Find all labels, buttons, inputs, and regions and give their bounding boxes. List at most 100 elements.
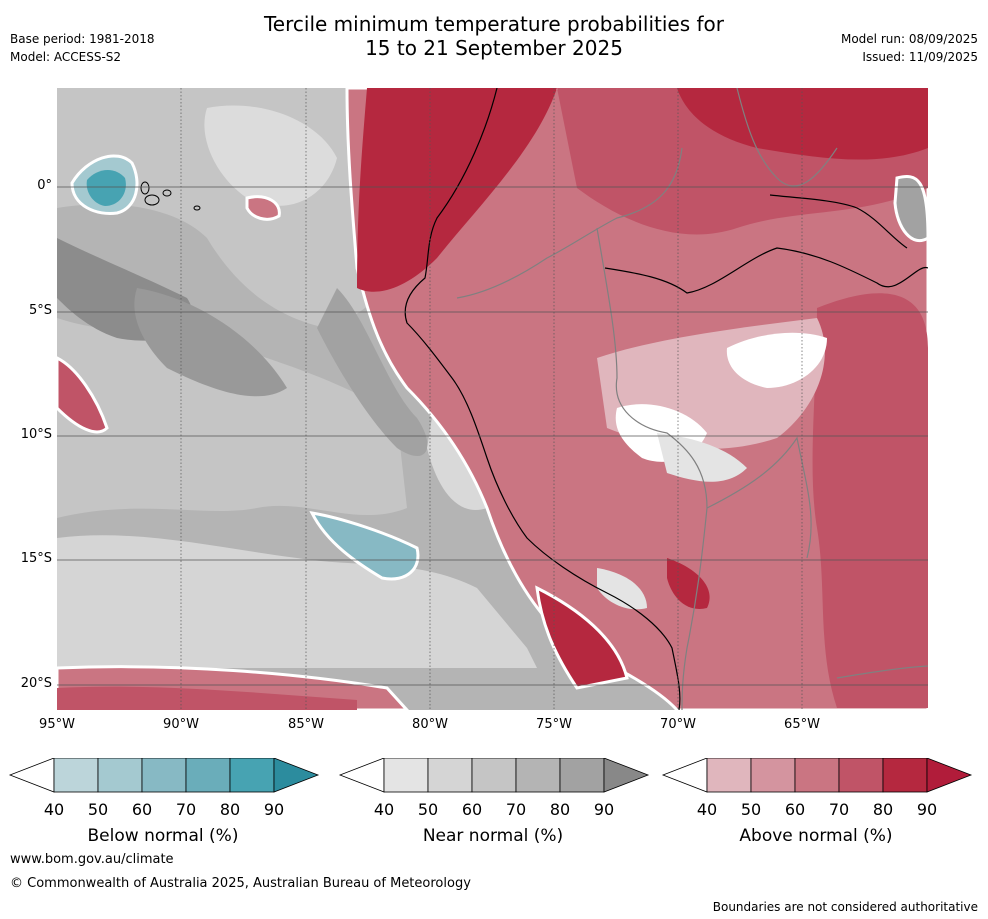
lon-label: 70°W (660, 717, 696, 732)
issued-date: Issued: 11/09/2025 (862, 50, 978, 64)
meta-right: Model run: 08/09/2025 Issued: 11/09/2025 (841, 30, 978, 66)
colorbar-max-triangle (273, 758, 320, 793)
model-name: Model: ACCESS-S2 (10, 50, 122, 64)
colorbar-min-triangle (8, 758, 55, 793)
colorbar-tick-label: 90 (263, 800, 285, 819)
latitude-gridlines (57, 186, 928, 686)
colorbar-segment (515, 758, 561, 793)
colorbar-label: Above normal (%) (739, 826, 893, 846)
above-normal-strong-region (357, 88, 557, 292)
base-period: Base period: 1981-2018 (10, 32, 155, 46)
model-run: Model run: 08/09/2025 (840, 32, 978, 46)
galapagos-islands (140, 181, 201, 211)
lon-label: 85°W (288, 717, 324, 732)
border (706, 436, 812, 559)
colorbar-tick-label: 50 (87, 800, 109, 819)
border (736, 88, 838, 187)
colorbar-tick-label: 90 (593, 800, 615, 819)
lon-label: 75°W (536, 717, 572, 732)
colorbar-segment (706, 758, 752, 793)
colorbar-label: Below normal (%) (87, 826, 239, 846)
meta-left: Base period: 1981-2018 Model: ACCESS-S2 (10, 30, 155, 66)
colorbar-tick-label: 60 (461, 800, 483, 819)
near-normal-strong-region (134, 288, 287, 397)
above-normal-strong-region (535, 585, 629, 690)
colorbar-max-triangle (926, 758, 973, 793)
near-normal-region (57, 318, 407, 518)
lon-label: 80°W (412, 717, 448, 732)
colorbar-label: Near normal (%) (422, 826, 564, 846)
lat-label: 20°S (20, 676, 52, 691)
colorbars (8, 758, 973, 793)
colorbar-below-normal (8, 758, 320, 793)
longitude-gridlines (180, 88, 803, 710)
colorbar-segment (53, 758, 99, 793)
colorbar-tick-label: 50 (417, 800, 439, 819)
probability-map (57, 88, 928, 710)
colorbar-tick-label: 60 (784, 800, 806, 819)
border (596, 227, 708, 710)
colorbar-max-triangle (603, 758, 650, 793)
lon-label: 90°W (163, 717, 199, 732)
lon-label: 65°W (784, 717, 820, 732)
above-normal-strong-region (677, 88, 928, 160)
colorbar-segment (750, 758, 796, 793)
colorbar-segment (97, 758, 143, 793)
colorbar-tick-label: 40 (696, 800, 718, 819)
near-normal-patch (893, 175, 928, 242)
colorbar-tick-label: 70 (175, 800, 197, 819)
map-title: Tercile minimum temperature probabilitie… (0, 12, 988, 60)
below-normal-patch (86, 169, 126, 206)
near-normal-region (204, 105, 337, 206)
footer-copyright: © Commonwealth of Australia 2025, Austra… (10, 876, 471, 891)
near-normal-region (597, 568, 647, 610)
coastline (404, 88, 681, 710)
above-normal-patch (245, 195, 281, 221)
near-normal-strong-region (317, 288, 428, 457)
colorbar-segment (882, 758, 928, 793)
colorbar-segment (471, 758, 517, 793)
colorbar-segment (383, 758, 429, 793)
border (836, 665, 928, 679)
colorbar-segment (229, 758, 275, 793)
lat-label: 5°S (28, 303, 52, 318)
colorbar-tick-label: 80 (549, 800, 571, 819)
colorbar-above-normal (661, 758, 973, 793)
title-line-1: Tercile minimum temperature probabilitie… (263, 12, 725, 36)
colorbar-segment (838, 758, 884, 793)
colorbar-segment (794, 758, 840, 793)
above-normal-region (57, 356, 109, 434)
river (769, 194, 908, 249)
lat-label: 10°S (20, 427, 52, 442)
lon-label: 95°W (39, 717, 75, 732)
colorbar-tick-label: 80 (219, 800, 241, 819)
colorbar-tick-label: 70 (505, 800, 527, 819)
colorbar-near-normal (338, 758, 650, 793)
footer-url[interactable]: www.bom.gov.au/climate (10, 852, 174, 867)
above-normal-region (57, 686, 357, 710)
colorbar-tick-label: 80 (872, 800, 894, 819)
title-line-2: 15 to 21 September 2025 (365, 36, 623, 60)
colorbar-tick-label: 40 (43, 800, 65, 819)
colorbar-tick-label: 50 (740, 800, 762, 819)
colorbar-tick-label: 90 (916, 800, 938, 819)
above-normal-region (812, 293, 928, 708)
no-signal-region (726, 332, 827, 388)
colorbar-segment (427, 758, 473, 793)
below-normal-patch (309, 511, 420, 581)
lat-label: 15°S (20, 551, 52, 566)
colorbar-segment (559, 758, 605, 793)
near-normal-region (57, 535, 537, 668)
border (456, 147, 683, 299)
colorbar-tick-label: 70 (828, 800, 850, 819)
colorbar-min-triangle (338, 758, 385, 793)
near-normal-region (657, 433, 747, 482)
colorbar-segment (185, 758, 231, 793)
lat-label: 0° (37, 178, 52, 193)
colorbar-tick-label: 40 (373, 800, 395, 819)
colorbar-segment (141, 758, 187, 793)
footer-disclaimer: Boundaries are not considered authoritat… (712, 900, 978, 914)
river (604, 247, 928, 294)
colorbar-tick-label: 60 (131, 800, 153, 819)
colorbar-min-triangle (661, 758, 708, 793)
